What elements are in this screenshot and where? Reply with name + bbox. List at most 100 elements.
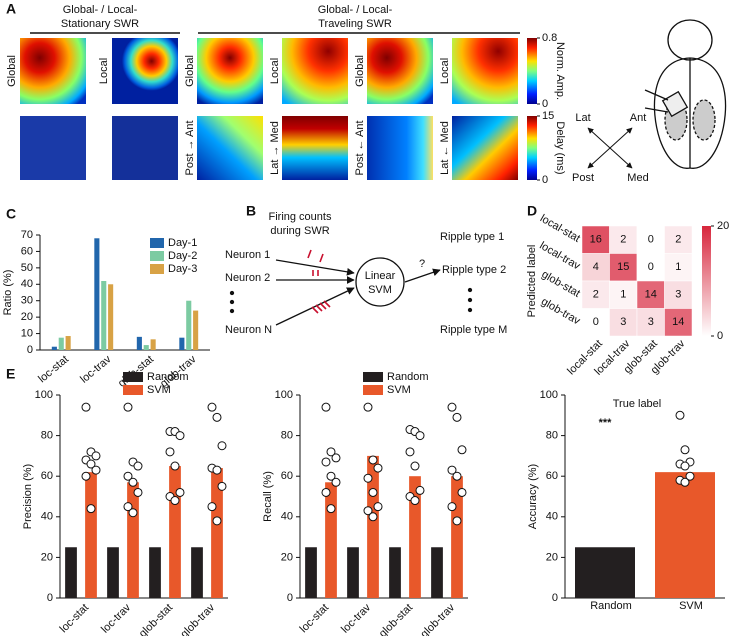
- data-point: [165, 447, 175, 457]
- data-point: [86, 459, 96, 469]
- data-point: [680, 477, 690, 487]
- data-point: [363, 402, 373, 412]
- bar: [347, 547, 359, 598]
- cell-label: 15: [617, 261, 629, 273]
- x-tick-label: glob-stat: [377, 602, 415, 636]
- data-point: [368, 512, 378, 522]
- data-point: [133, 487, 143, 497]
- x-tick-label: Random: [590, 600, 632, 612]
- row-label: Global: [354, 55, 366, 87]
- y-axis-label: Precision (%): [22, 464, 34, 529]
- cell: [581, 308, 610, 337]
- cell-label: 0: [593, 316, 599, 328]
- y-tick-label: 100: [540, 389, 558, 401]
- data-point: [175, 431, 185, 441]
- data-point: [680, 445, 690, 455]
- y-tick-label: 0: [47, 592, 53, 604]
- cell-label: 0: [648, 261, 654, 273]
- data-point: [170, 496, 180, 506]
- y-tick-label: 40: [281, 511, 293, 523]
- compass-label: Post: [572, 172, 594, 184]
- data-point: [212, 516, 222, 526]
- ellipsis-dot: [467, 297, 473, 303]
- group-title: Traveling SWR: [318, 18, 392, 30]
- y-tick-label: 20: [21, 311, 33, 323]
- y-tick-label: 10: [21, 327, 33, 339]
- data-point: [217, 441, 227, 451]
- output-label: Ripple type M: [440, 324, 507, 336]
- data-point: [321, 487, 331, 497]
- data-point: [452, 471, 462, 481]
- bar: [179, 337, 185, 350]
- colorbar-tick-label: 15: [542, 110, 554, 122]
- y-tick-label: 20: [41, 551, 53, 563]
- legend-swatch: [150, 238, 164, 248]
- data-point: [331, 453, 341, 463]
- x-tick-label: SVM: [679, 600, 703, 612]
- data-point: [675, 410, 685, 420]
- data-point: [81, 402, 91, 412]
- bar: [409, 476, 421, 598]
- model-label: Linear: [365, 270, 396, 282]
- data-point: [363, 506, 373, 516]
- data-point: [447, 465, 457, 475]
- diagram-lines: [229, 257, 473, 326]
- map: [282, 116, 348, 180]
- bar: [127, 482, 139, 598]
- bar: [85, 472, 97, 598]
- compass-label: Ant: [630, 112, 647, 124]
- electrode-lead: [644, 89, 669, 101]
- data-point: [212, 465, 222, 475]
- panel-label: A: [6, 1, 16, 17]
- map: [20, 116, 86, 180]
- data-point: [207, 402, 217, 412]
- cell-label: 4: [593, 261, 599, 273]
- x-tick-label: glob-stat: [137, 602, 175, 636]
- y-tick-label: 40: [21, 278, 33, 290]
- caption: Firing counts: [269, 211, 332, 223]
- y-tick-label: 80: [546, 430, 558, 442]
- legend-label: Day-2: [168, 250, 197, 262]
- ellipsis-dot: [467, 287, 473, 293]
- data-point: [331, 477, 341, 487]
- map: [197, 38, 263, 104]
- panel-label: B: [246, 203, 256, 219]
- cell-label: 16: [590, 234, 602, 246]
- x-tick-label: loc-stat: [58, 602, 92, 636]
- colorbar-tick-label: 0: [542, 98, 548, 110]
- ellipsis-dot: [229, 290, 235, 296]
- data-point: [128, 477, 138, 487]
- ellipsis-dot: [467, 307, 473, 313]
- data-point: [123, 502, 133, 512]
- data-point: [326, 471, 336, 481]
- cell: [664, 280, 693, 309]
- y-tick-label: 0: [552, 592, 558, 604]
- cell-label: 2: [620, 234, 626, 246]
- output-label: Ripple type 2: [442, 264, 506, 276]
- data-point: [170, 461, 180, 471]
- neuron-label: Neuron N: [225, 324, 272, 336]
- direction-label: Lat ← Med: [439, 121, 451, 175]
- input-arrow: [275, 259, 355, 276]
- y-tick-label: glob-trav: [539, 296, 582, 328]
- ellipsis-dot: [229, 308, 235, 314]
- group-title: Stationary SWR: [61, 18, 139, 30]
- legend-label: Random: [147, 371, 189, 383]
- row-label: Local: [439, 58, 451, 84]
- data-point: [447, 402, 457, 412]
- y-axis-label: Predicted label: [526, 245, 538, 318]
- map: [452, 116, 518, 180]
- legend-swatch: [150, 264, 164, 274]
- brain-outline: [644, 19, 727, 169]
- row-label: Local: [98, 58, 110, 84]
- legend-label: Random: [387, 371, 429, 383]
- data-point: [368, 455, 378, 465]
- y-tick-label: 50: [21, 262, 33, 274]
- legend-label: SVM: [387, 384, 411, 396]
- cell: [581, 253, 610, 282]
- ellipsis-dot: [229, 299, 235, 305]
- data-point: [373, 463, 383, 473]
- spike: [319, 253, 324, 263]
